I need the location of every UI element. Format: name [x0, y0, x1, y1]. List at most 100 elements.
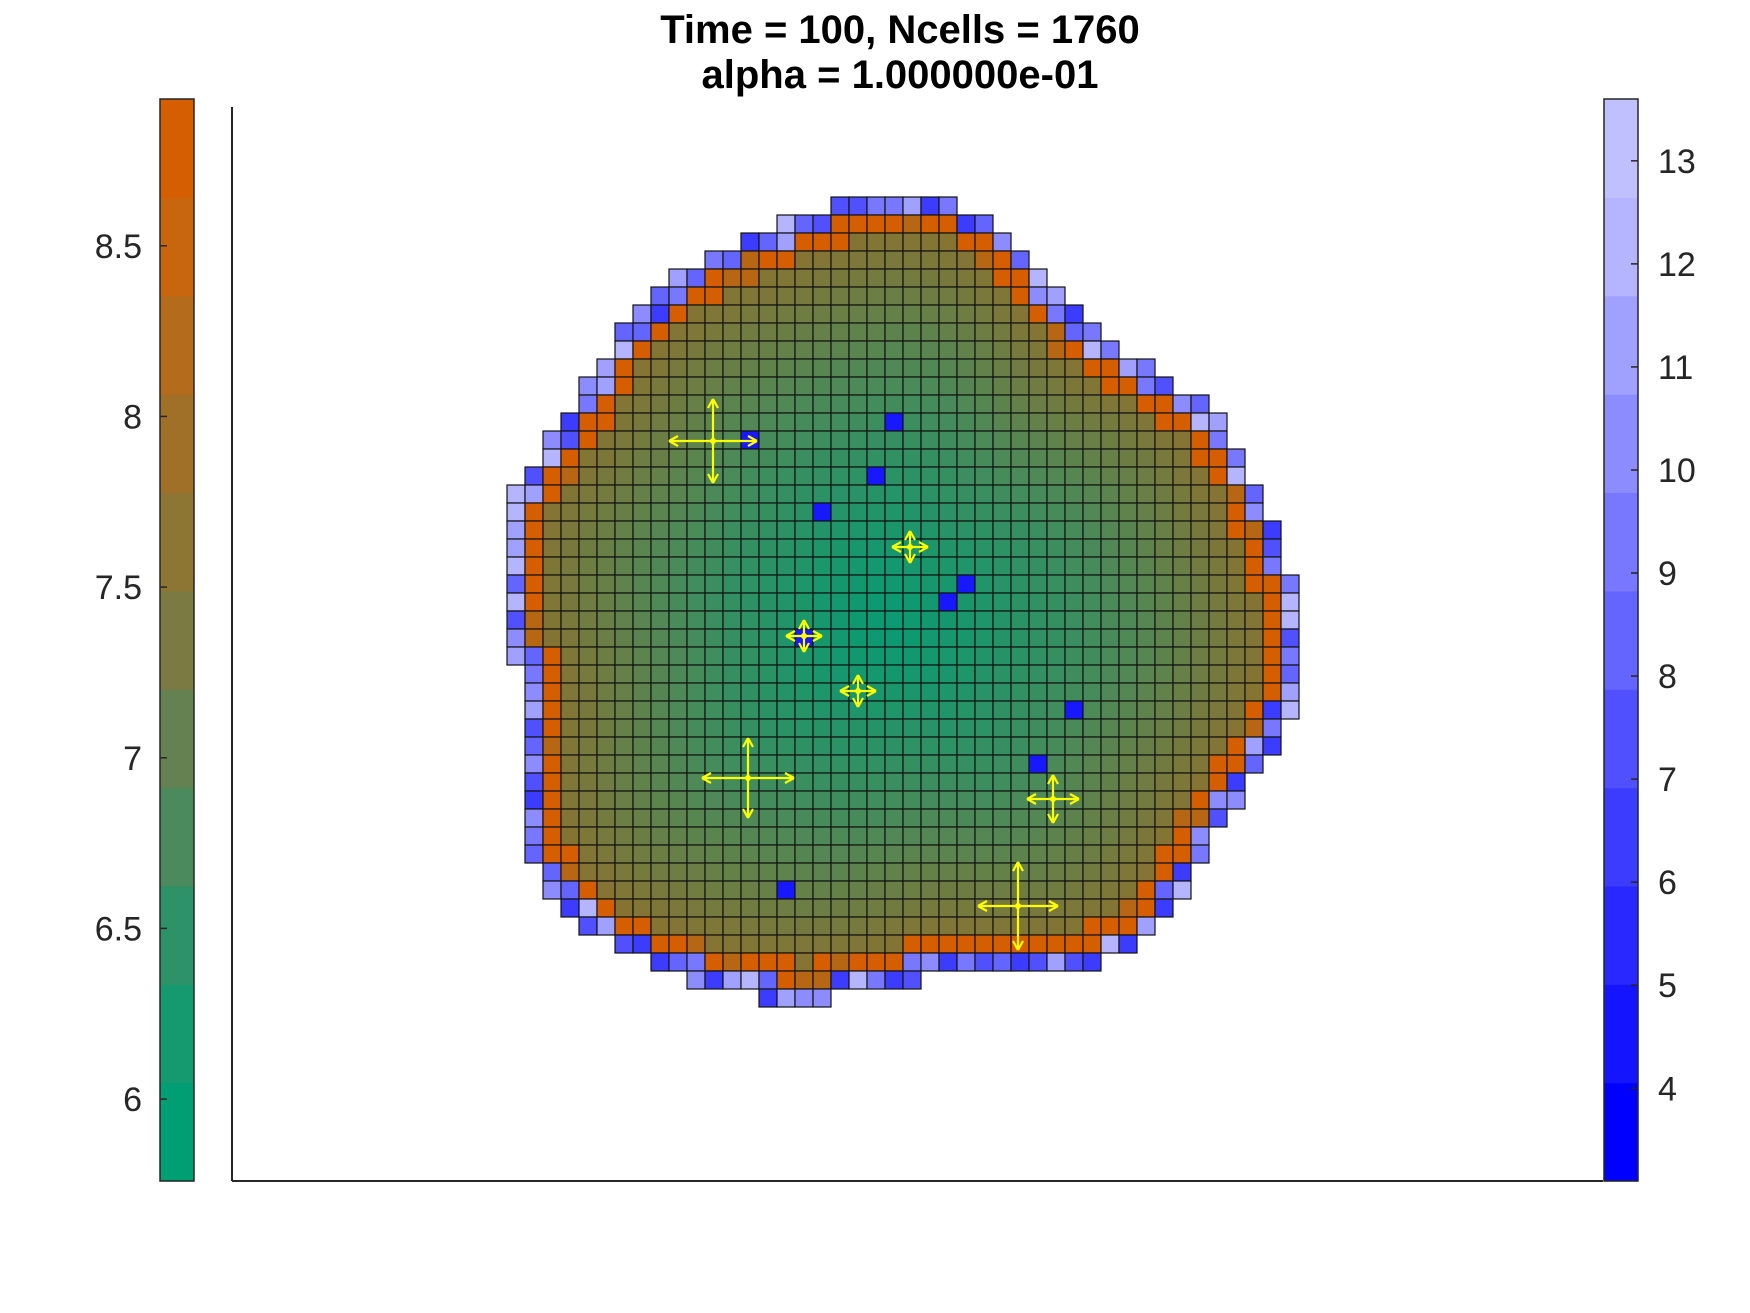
cell: [1208, 412, 1228, 432]
cell: [830, 286, 850, 306]
cell: [704, 502, 724, 522]
cell: [992, 592, 1012, 612]
cell: [776, 790, 796, 810]
cell: [650, 394, 670, 414]
cell: [1118, 916, 1138, 936]
cell: [902, 304, 922, 324]
cell: [812, 610, 832, 630]
cell: [866, 340, 886, 360]
cell: [974, 340, 994, 360]
cell: [578, 628, 598, 648]
cell: [1208, 646, 1228, 666]
cell: [974, 250, 994, 270]
cell: [974, 412, 994, 432]
cell: [938, 502, 958, 522]
interior-colorbar-tick-label: 6.5: [95, 910, 142, 948]
cell: [830, 844, 850, 864]
cell: [1028, 430, 1048, 450]
boundary-colorbar-tick-label: 13: [1658, 143, 1696, 181]
cell: [812, 574, 832, 594]
cell: [1064, 484, 1084, 504]
cell: [560, 538, 580, 558]
cell: [632, 466, 652, 486]
cell: [758, 700, 778, 720]
cell: [794, 268, 814, 288]
cell: [1028, 358, 1048, 378]
cell: [1244, 628, 1264, 648]
cell: [974, 790, 994, 810]
cell: [686, 502, 706, 522]
cell: [884, 646, 904, 666]
cell: [596, 412, 616, 432]
cell: [992, 916, 1012, 936]
cell: [1136, 628, 1156, 648]
cell: [866, 790, 886, 810]
cell: [866, 250, 886, 270]
cell: [1208, 610, 1228, 630]
cell: [1046, 358, 1066, 378]
cell: [596, 664, 616, 684]
cell: [686, 898, 706, 918]
cell: [1226, 592, 1246, 612]
cell: [740, 610, 760, 630]
cell: [956, 898, 976, 918]
cell: [956, 430, 976, 450]
boundary-colorbar-segment: [1604, 984, 1638, 1084]
cell: [650, 340, 670, 360]
cell: [848, 970, 868, 990]
cell: [812, 502, 832, 522]
cell: [1154, 574, 1174, 594]
cell: [650, 826, 670, 846]
cell: [1190, 646, 1210, 666]
cell: [1262, 646, 1282, 666]
cell: [776, 934, 796, 954]
cell: [1136, 862, 1156, 882]
cell: [1046, 844, 1066, 864]
cell: [686, 286, 706, 306]
cell: [524, 718, 544, 738]
cell: [686, 538, 706, 558]
cell: [650, 358, 670, 378]
cell: [1172, 574, 1192, 594]
cell: [1226, 646, 1246, 666]
cell: [884, 322, 904, 342]
cell: [812, 646, 832, 666]
cell: [902, 682, 922, 702]
arrow-head: [707, 398, 719, 409]
cell: [1118, 862, 1138, 882]
cell: [650, 934, 670, 954]
cell: [920, 898, 940, 918]
cell: [938, 340, 958, 360]
cell: [506, 574, 526, 594]
cell: [740, 592, 760, 612]
cell: [1028, 646, 1048, 666]
cell: [758, 592, 778, 612]
cell: [704, 970, 724, 990]
cell: [974, 880, 994, 900]
interior-colorbar-frame: [159, 98, 195, 1182]
cell: [1244, 556, 1264, 576]
cell: [956, 268, 976, 288]
cell: [704, 610, 724, 630]
cell: [1172, 412, 1192, 432]
cell: [1028, 538, 1048, 558]
cell: [524, 520, 544, 540]
cell: [560, 898, 580, 918]
cell: [902, 232, 922, 252]
cell: [1082, 610, 1102, 630]
cell: [902, 196, 922, 216]
cell: [830, 394, 850, 414]
boundary-colorbar-tick-label: 7: [1658, 761, 1677, 799]
cell: [722, 736, 742, 756]
arrow-center: [710, 438, 716, 444]
cell: [1172, 772, 1192, 792]
cell: [1136, 826, 1156, 846]
cell: [1208, 466, 1228, 486]
cell: [938, 790, 958, 810]
cell: [884, 772, 904, 792]
cell: [938, 772, 958, 792]
cell: [1010, 538, 1030, 558]
cell: [866, 880, 886, 900]
cell: [758, 862, 778, 882]
cell: [776, 430, 796, 450]
